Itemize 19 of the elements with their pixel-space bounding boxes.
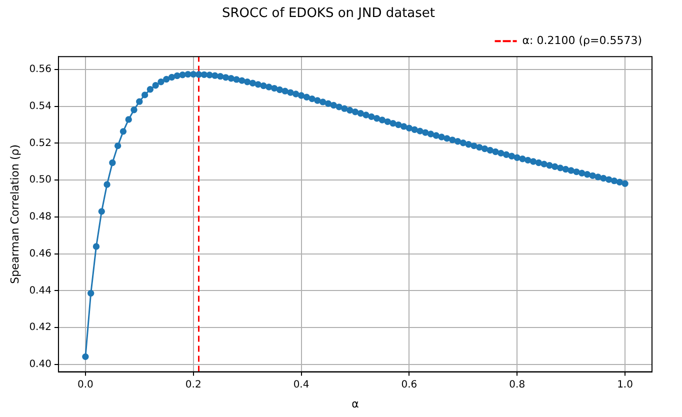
y-tick-label: 0.50 <box>29 174 52 186</box>
x-axis-title: α <box>352 397 359 410</box>
y-tick-label: 0.52 <box>29 138 52 149</box>
y-tick-label: 0.56 <box>29 64 52 76</box>
x-tick-label: 0.6 <box>401 379 418 390</box>
chart-title: SROCC of EDOKS on JND dataset <box>222 6 436 22</box>
y-axis-title: Spearman Correlation (ρ) <box>8 144 22 284</box>
y-tick-label: 0.54 <box>29 100 52 112</box>
x-tick-label: 1.0 <box>617 379 633 390</box>
y-tick-label: 0.48 <box>29 212 52 223</box>
y-tick-label: 0.40 <box>29 359 52 370</box>
y-tick-label: 0.44 <box>29 285 52 296</box>
y-tick-label: 0.42 <box>29 322 52 334</box>
x-tick-label: 0.8 <box>509 379 526 390</box>
legend-label: α: 0.2100 (ρ=0.5573) <box>522 34 642 47</box>
x-tick-label: 0.4 <box>293 379 310 390</box>
x-tick-label: 0.0 <box>77 379 94 390</box>
x-tick-label: 0.2 <box>185 379 202 390</box>
y-tick-label: 0.46 <box>29 248 52 260</box>
